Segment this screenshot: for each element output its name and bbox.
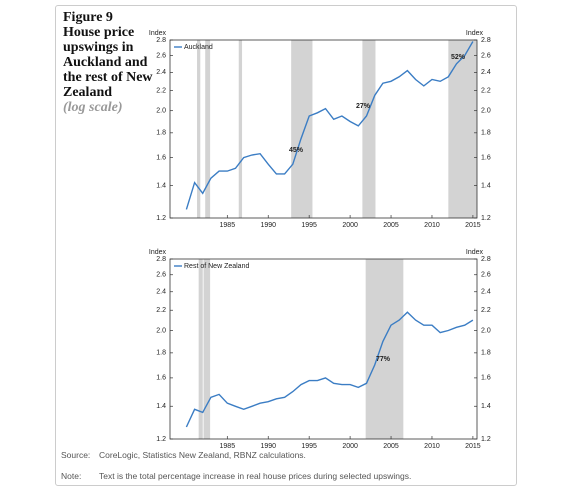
y-tick-label: 2.4 bbox=[156, 289, 166, 296]
x-tick-label: 2000 bbox=[342, 443, 358, 450]
x-tick-label: 2005 bbox=[383, 222, 399, 229]
x-tick-label: 1985 bbox=[220, 222, 236, 229]
annotation: 27% bbox=[356, 103, 371, 110]
y-axis-label: Index bbox=[149, 30, 167, 37]
y2-tick-label: 2.0 bbox=[481, 327, 491, 334]
y2-tick-label: 2.4 bbox=[481, 289, 491, 296]
y2-tick-label: 1.8 bbox=[481, 350, 491, 357]
legend-label: Auckland bbox=[184, 44, 213, 51]
x-tick-label: 1990 bbox=[260, 222, 276, 229]
y-axis-label: Index bbox=[149, 249, 167, 256]
y2-tick-label: 2.2 bbox=[481, 88, 491, 95]
note-text: Text is the total percentage increase in… bbox=[99, 471, 412, 481]
y2-tick-label: 2.8 bbox=[481, 37, 491, 44]
y2-tick-label: 2.6 bbox=[481, 52, 491, 59]
y2-tick-label: 2.4 bbox=[481, 69, 491, 76]
y2-axis-label: Index bbox=[466, 249, 484, 256]
y2-axis-label: Index bbox=[466, 30, 484, 37]
y-tick-label: 2.6 bbox=[156, 272, 166, 279]
y-tick-label: 1.4 bbox=[156, 403, 166, 410]
y2-tick-label: 1.2 bbox=[481, 215, 491, 222]
y-tick-label: 1.2 bbox=[156, 215, 166, 222]
annotation: 45% bbox=[289, 147, 304, 154]
shaded-period bbox=[198, 259, 203, 439]
series-line bbox=[185, 41, 474, 210]
x-tick-label: 1995 bbox=[301, 443, 317, 450]
y2-tick-label: 2.8 bbox=[481, 256, 491, 263]
x-tick-label: 2010 bbox=[424, 443, 440, 450]
series-line bbox=[185, 311, 474, 428]
x-tick-label: 2015 bbox=[465, 443, 481, 450]
scale-note: (log scale) bbox=[63, 100, 123, 115]
plot-frame bbox=[169, 258, 478, 440]
y-tick-label: 1.6 bbox=[156, 154, 166, 161]
y-tick-label: 1.6 bbox=[156, 375, 166, 382]
y2-tick-label: 1.6 bbox=[481, 375, 491, 382]
shaded-period bbox=[205, 40, 211, 218]
y-tick-label: 1.2 bbox=[156, 436, 166, 443]
shaded-period bbox=[197, 40, 201, 218]
y-tick-label: 1.8 bbox=[156, 130, 166, 137]
y2-tick-label: 1.8 bbox=[481, 130, 491, 137]
shaded-period bbox=[365, 259, 404, 439]
plot-frame bbox=[169, 39, 478, 219]
y2-tick-label: 2.2 bbox=[481, 307, 491, 314]
shaded-period bbox=[362, 40, 376, 218]
x-tick-label: 2015 bbox=[465, 222, 481, 229]
annotation: 77% bbox=[376, 356, 391, 363]
legend-label: Rest of New Zealand bbox=[184, 263, 249, 270]
y-tick-label: 1.8 bbox=[156, 350, 166, 357]
y-tick-label: 2.0 bbox=[156, 108, 166, 115]
y2-tick-label: 2.6 bbox=[481, 272, 491, 279]
y-tick-label: 2.8 bbox=[156, 37, 166, 44]
figure-title: Figure 9 bbox=[63, 10, 113, 25]
y2-tick-label: 1.4 bbox=[481, 182, 491, 189]
y-tick-label: 1.4 bbox=[156, 182, 166, 189]
y-tick-label: 2.0 bbox=[156, 327, 166, 334]
shaded-period bbox=[203, 259, 211, 439]
x-tick-label: 2000 bbox=[342, 222, 358, 229]
y2-tick-label: 1.6 bbox=[481, 154, 491, 161]
annotation: 52% bbox=[451, 54, 466, 61]
source-text: CoreLogic, Statistics New Zealand, RBNZ … bbox=[99, 450, 306, 460]
x-tick-label: 1985 bbox=[220, 443, 236, 450]
shaded-period bbox=[238, 40, 243, 218]
y-tick-label: 2.4 bbox=[156, 69, 166, 76]
x-tick-label: 2005 bbox=[383, 443, 399, 450]
figure-frame bbox=[55, 5, 517, 486]
title-block: Figure 9 House price upswings in Aucklan… bbox=[63, 10, 159, 115]
y-tick-label: 2.6 bbox=[156, 52, 166, 59]
y-tick-label: 2.2 bbox=[156, 307, 166, 314]
source-label: Source: bbox=[61, 450, 91, 460]
y2-tick-label: 1.2 bbox=[481, 436, 491, 443]
y-tick-label: 2.2 bbox=[156, 88, 166, 95]
y2-tick-label: 1.4 bbox=[481, 403, 491, 410]
figure-subtitle: House price upswings in Auckland and the… bbox=[63, 25, 153, 100]
x-tick-label: 2010 bbox=[424, 222, 440, 229]
x-tick-label: 1990 bbox=[260, 443, 276, 450]
shaded-period bbox=[448, 40, 477, 218]
y-tick-label: 2.8 bbox=[156, 256, 166, 263]
note-label: Note: bbox=[61, 471, 82, 481]
y2-tick-label: 2.0 bbox=[481, 108, 491, 115]
shaded-period bbox=[291, 40, 313, 218]
x-tick-label: 1995 bbox=[301, 222, 317, 229]
